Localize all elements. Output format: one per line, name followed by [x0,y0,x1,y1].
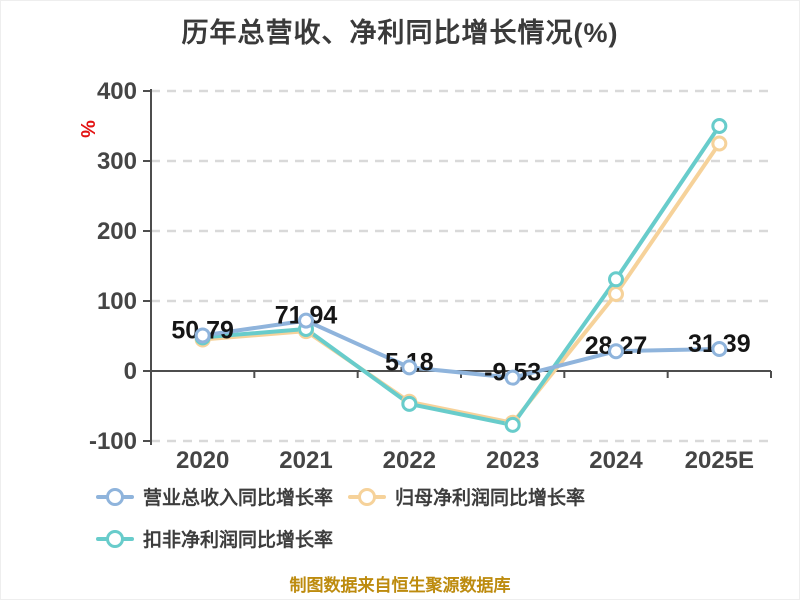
legend-marker [96,487,134,506]
legend-marker [96,529,134,548]
data-point-net-profit-yoy-2024[interactable] [608,286,624,302]
x-axis-label-2025E: 2025E [685,447,754,474]
x-axis-label-2020: 2020 [176,447,229,474]
y-axis-label-200: 200 [97,218,137,245]
data-point-total-revenue-yoy-2023[interactable] [504,369,521,386]
chart-title: 历年总营收、净利同比增长情况(%) [181,18,619,48]
x-axis-label-2023: 2023 [486,447,539,474]
series-line-net-profit-yoy[interactable] [200,141,722,425]
data-point-net-profit-yoy-2025E[interactable] [711,135,728,152]
y-axis-label--100: -100 [89,428,137,455]
legend-marker [348,487,386,506]
legend-label-net-profit-yoy: 归母净利润同比增长率 [395,488,586,509]
y-axis-label-0: 0 [124,358,137,385]
data-point-total-revenue-yoy-2020[interactable] [194,327,211,344]
data-point-non-gaap-net-profit-yoy-2025E[interactable] [711,118,728,134]
data-point-total-revenue-yoy-2024[interactable] [608,343,624,360]
series-line-total-revenue-yoy[interactable] [200,318,722,380]
legend-circle-icon [358,487,376,506]
data-point-total-revenue-yoy-2022[interactable] [401,359,418,376]
legend-item-non-gaap-net-profit-yoy[interactable]: 扣非净利润同比增长率 [96,525,333,552]
data-point-total-revenue-yoy-2021[interactable] [298,312,314,329]
data-point-non-gaap-net-profit-yoy-2022[interactable] [401,395,418,412]
y-axis-label-100: 100 [97,288,137,315]
x-axis-label-2022: 2022 [383,447,436,474]
x-axis-label-2021: 2021 [279,447,332,474]
data-point-non-gaap-net-profit-yoy-2023[interactable] [504,416,521,433]
legend-label-non-gaap-net-profit-yoy: 扣非净利润同比增长率 [143,530,334,551]
legend-circle-icon [106,529,124,548]
series-line-non-gaap-net-profit-yoy[interactable] [200,124,722,427]
legend-label-total-revenue-yoy: 营业总收入同比增长率 [143,488,334,509]
data-point-total-revenue-yoy-2025E[interactable] [711,341,728,358]
legend-item-net-profit-yoy[interactable]: 归母净利润同比增长率 [348,483,585,510]
data-source-note: 制图数据来自恒生聚源数据库 [289,576,511,595]
data-point-non-gaap-net-profit-yoy-2024[interactable] [608,271,624,288]
legend-circle-icon [106,487,124,506]
y-axis-label-300: 300 [97,148,137,175]
legend-item-total-revenue-yoy[interactable]: 营业总收入同比增长率 [96,483,333,510]
x-axis-label-2024: 2024 [589,447,643,474]
y-axis-label-400: 400 [97,78,137,105]
